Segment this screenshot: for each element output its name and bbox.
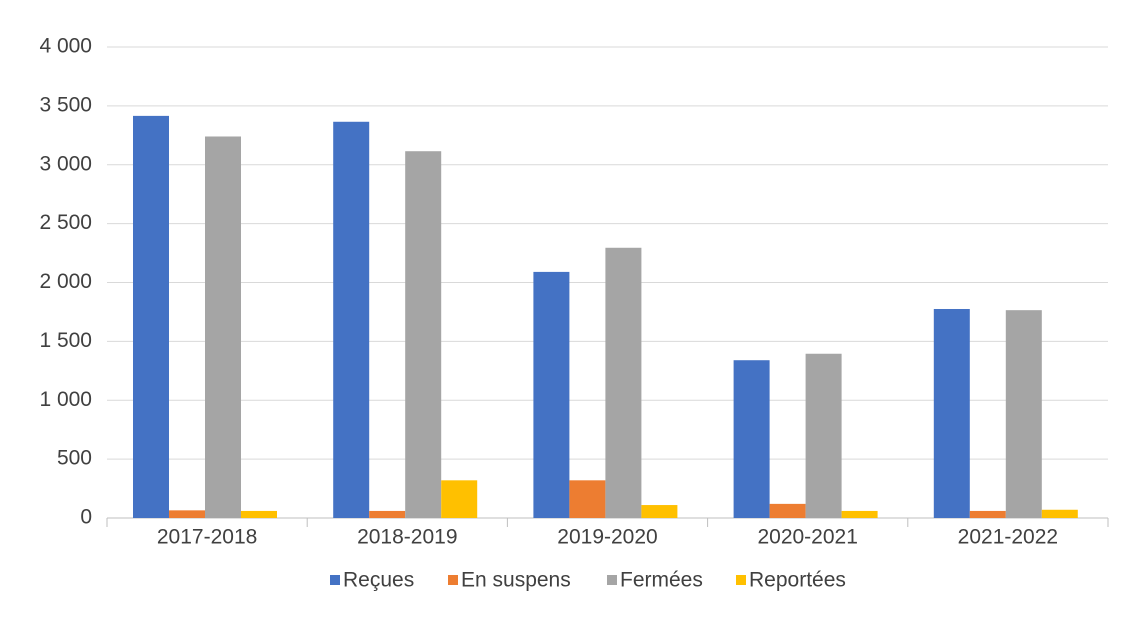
bar xyxy=(205,136,241,519)
y-tick-label: 3 500 xyxy=(39,93,92,116)
bar xyxy=(133,115,169,518)
bar xyxy=(333,121,370,519)
legend-marker xyxy=(330,575,340,585)
bar xyxy=(1005,310,1042,518)
legend-label: Fermées xyxy=(620,569,703,592)
y-tick-label: 1 000 xyxy=(39,388,92,411)
bar xyxy=(933,308,970,518)
y-tick-label: 4 000 xyxy=(39,35,92,58)
bar xyxy=(841,510,878,518)
y-tick-label: 0 xyxy=(80,506,92,529)
legend-label: Reçues xyxy=(343,569,414,592)
bar xyxy=(769,503,806,518)
bar xyxy=(605,247,642,519)
x-tick-label: 2019-2020 xyxy=(557,526,657,549)
legend-label: En suspens xyxy=(461,569,571,592)
bar xyxy=(1041,509,1078,518)
bar xyxy=(641,505,678,518)
bar xyxy=(733,360,770,518)
legend-marker xyxy=(448,575,458,585)
y-tick-label: 500 xyxy=(57,447,92,470)
y-tick-label: 2 000 xyxy=(39,270,92,293)
x-tick-label: 2020-2021 xyxy=(757,526,857,549)
bar xyxy=(405,151,442,519)
bar xyxy=(805,353,842,518)
bar xyxy=(969,510,1006,518)
y-tick-label: 2 500 xyxy=(39,211,92,234)
legend-marker xyxy=(607,575,617,585)
legend-marker xyxy=(736,575,746,585)
x-tick-label: 2018-2019 xyxy=(357,526,457,549)
bar xyxy=(369,510,406,518)
y-tick-label: 1 500 xyxy=(39,329,92,352)
bar xyxy=(569,480,606,518)
legend-label: Reportées xyxy=(749,569,846,592)
bar xyxy=(241,510,277,518)
x-tick-label: 2017-2018 xyxy=(157,526,257,549)
bar xyxy=(441,480,478,518)
y-tick-label: 3 000 xyxy=(39,152,92,175)
bar xyxy=(169,510,205,518)
bar xyxy=(533,271,570,518)
x-tick-label: 2021-2022 xyxy=(958,526,1058,549)
